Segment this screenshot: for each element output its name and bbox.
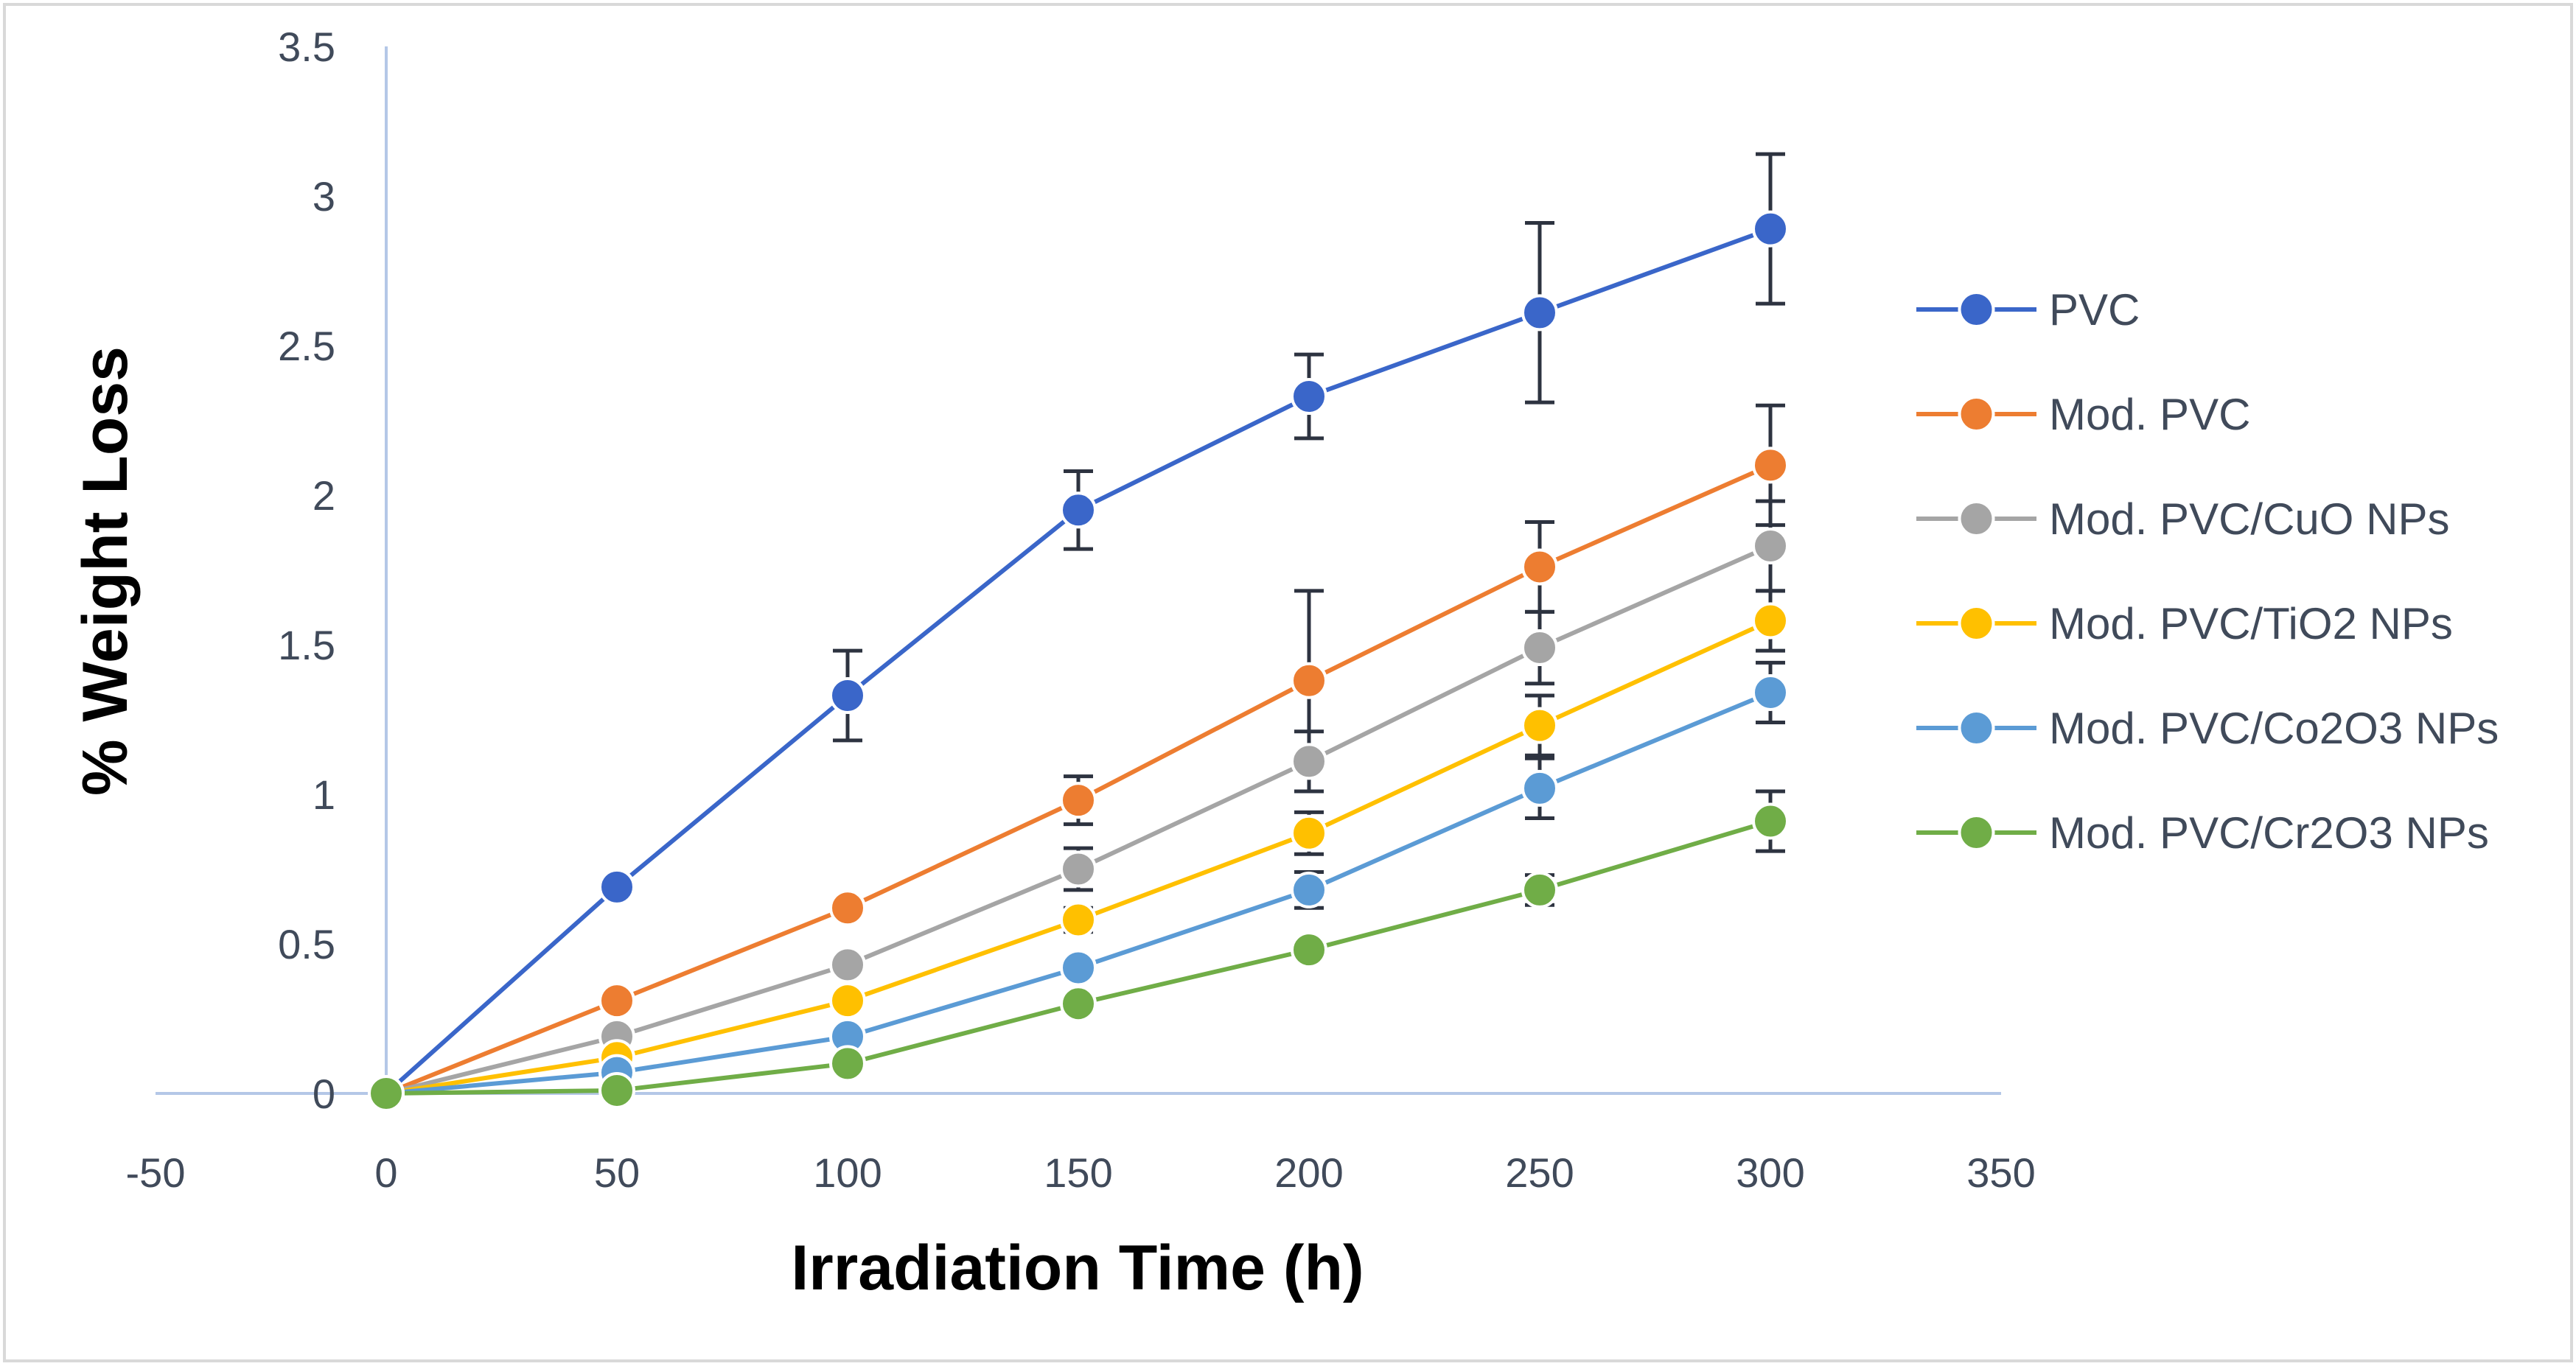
data-point [829, 946, 866, 984]
legend-label: Mod. PVC [2049, 390, 2250, 439]
y-axis-title: % Weight Loss [70, 346, 141, 796]
x-tick-label: 150 [1044, 1149, 1112, 1196]
legend-label: PVC [2049, 285, 2140, 335]
data-point [1291, 871, 1327, 908]
data-point [1752, 602, 1789, 640]
data-point [598, 1071, 635, 1109]
x-tick-label: 300 [1736, 1149, 1804, 1196]
data-point [1752, 210, 1789, 248]
data-point [1521, 707, 1558, 744]
legend-marker [1958, 500, 1995, 537]
data-point [1060, 850, 1097, 888]
legend: PVC Mod. PVC Mod. PVC/CuO NPs Mod. PVC/TiO2… [1916, 285, 2499, 858]
data-point [1291, 662, 1327, 699]
marker-layer [368, 210, 1789, 1112]
data-point [1752, 673, 1789, 711]
data-point [1060, 949, 1097, 987]
x-tick-label: 200 [1274, 1149, 1343, 1196]
legend-label: Mod. PVC/TiO2 NPs [2049, 599, 2453, 648]
y-tick-label: 0.5 [278, 921, 335, 967]
x-tick-label: -50 [126, 1149, 186, 1196]
data-point [1291, 931, 1327, 969]
y-tick-label: 3 [313, 173, 335, 220]
x-tick-label: 0 [374, 1149, 397, 1196]
legend-marker [1958, 710, 1995, 746]
legend-label: Mod. PVC/Co2O3 NPs [2049, 704, 2499, 753]
data-point [1060, 985, 1097, 1023]
data-point [598, 868, 635, 906]
y-tick-label: 0 [313, 1071, 335, 1117]
data-point [1521, 871, 1558, 908]
data-point [1752, 528, 1789, 565]
legend-label: Mod. PVC/Cr2O3 NPs [2049, 808, 2489, 858]
data-point [1752, 802, 1789, 840]
x-tick-label: 250 [1505, 1149, 1574, 1196]
data-point [1291, 378, 1327, 416]
y-tick-label: 1 [313, 771, 335, 818]
data-point [1521, 629, 1558, 667]
y-tick-label: 1.5 [278, 622, 335, 668]
x-tick-label: 50 [594, 1149, 640, 1196]
data-point [1752, 447, 1789, 484]
x-tick-label: 350 [1966, 1149, 2035, 1196]
data-point [1291, 743, 1327, 780]
data-point [1521, 769, 1558, 807]
y-tick-label: 2 [313, 472, 335, 519]
y-tick-label: 3.5 [278, 24, 335, 70]
data-point [829, 677, 866, 715]
data-point [598, 982, 635, 1020]
data-point [829, 1045, 866, 1082]
data-point [1060, 782, 1097, 819]
legend-marker [1958, 814, 1995, 851]
legend-marker [1958, 291, 1995, 328]
legend-marker [1958, 396, 1995, 433]
data-point [368, 1075, 405, 1112]
data-point [1060, 491, 1097, 529]
data-point [1521, 294, 1558, 332]
chart-border [3, 3, 2573, 1362]
data-point [1291, 814, 1327, 852]
legend-marker [1958, 605, 1995, 642]
x-tick-label: 100 [813, 1149, 882, 1196]
data-point [829, 982, 866, 1020]
data-point [1521, 548, 1558, 586]
legend-label: Mod. PVC/CuO NPs [2049, 494, 2450, 544]
data-point [829, 889, 866, 927]
x-axis-title: Irradiation Time (h) [791, 1233, 1364, 1303]
data-point [1060, 901, 1097, 939]
y-tick-label: 2.5 [278, 323, 335, 369]
